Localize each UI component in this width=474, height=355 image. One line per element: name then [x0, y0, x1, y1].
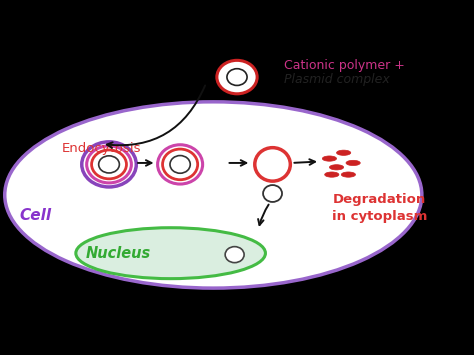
Text: in cytoplasm: in cytoplasm: [331, 210, 427, 223]
Ellipse shape: [329, 165, 344, 170]
Ellipse shape: [170, 155, 190, 173]
Ellipse shape: [217, 60, 257, 94]
Text: Degradation: Degradation: [333, 193, 426, 206]
Ellipse shape: [263, 185, 282, 202]
Ellipse shape: [227, 69, 247, 86]
Ellipse shape: [91, 150, 127, 179]
Ellipse shape: [322, 156, 337, 161]
Text: Cationic polymer +: Cationic polymer +: [284, 59, 405, 72]
Ellipse shape: [341, 172, 356, 177]
Text: Plasmid complex: Plasmid complex: [284, 73, 390, 87]
Ellipse shape: [5, 102, 422, 288]
Text: Nucleus: Nucleus: [86, 246, 151, 261]
Text: Endocytosis: Endocytosis: [62, 142, 141, 155]
Ellipse shape: [325, 172, 339, 177]
Text: Cell: Cell: [19, 208, 52, 223]
Ellipse shape: [99, 156, 119, 173]
Ellipse shape: [255, 148, 290, 181]
Ellipse shape: [82, 142, 137, 187]
Ellipse shape: [157, 145, 202, 184]
Ellipse shape: [87, 146, 131, 183]
Ellipse shape: [225, 247, 244, 263]
Ellipse shape: [163, 149, 198, 180]
Ellipse shape: [76, 228, 265, 279]
Ellipse shape: [337, 150, 351, 155]
Ellipse shape: [346, 160, 360, 165]
